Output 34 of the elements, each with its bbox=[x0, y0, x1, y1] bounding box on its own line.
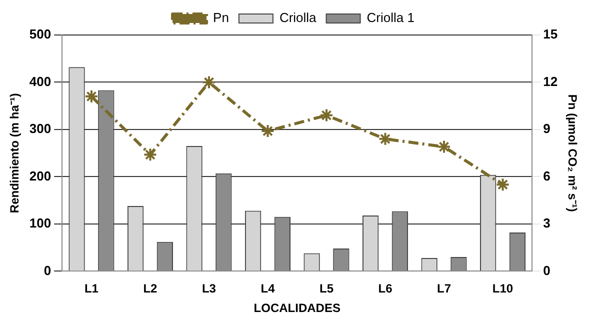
point bbox=[319, 108, 334, 122]
x-tick-label: L5 bbox=[319, 282, 334, 296]
legend-label: Pn bbox=[213, 10, 229, 26]
y-tick-label: 100 bbox=[29, 216, 52, 231]
y-tick-label: 0 bbox=[44, 262, 52, 278]
y-axis-title: Rendimiento (m ha⁻¹) bbox=[8, 93, 22, 214]
x-tick-label: L1 bbox=[84, 282, 99, 296]
y-tick-label: 500 bbox=[29, 26, 52, 42]
x-tick-label: L10 bbox=[492, 282, 514, 296]
x-axis-title: LOCALIDADES bbox=[254, 301, 340, 316]
point bbox=[84, 89, 98, 104]
y2-tick-label: 12 bbox=[543, 74, 558, 89]
y2-tick-label: 0 bbox=[543, 262, 550, 278]
y2-tick-label: 15 bbox=[543, 26, 558, 42]
point bbox=[378, 132, 392, 146]
y2-tick-label: 6 bbox=[543, 168, 550, 184]
point bbox=[143, 148, 158, 162]
x-tick-label: L2 bbox=[143, 282, 158, 296]
y-tick-label: 400 bbox=[29, 74, 52, 89]
point bbox=[437, 140, 452, 154]
x-tick-label: L3 bbox=[202, 282, 216, 296]
point bbox=[260, 124, 275, 138]
point bbox=[202, 75, 216, 90]
legend-label: Criolla 1 bbox=[366, 10, 414, 26]
y-tick-label: 200 bbox=[29, 168, 52, 184]
x-tick-label: L7 bbox=[437, 282, 452, 296]
y2-tick-label: 9 bbox=[543, 121, 550, 136]
y-tick-label: 300 bbox=[29, 121, 52, 136]
y2-tick-label: 3 bbox=[543, 216, 550, 231]
x-tick-label: L4 bbox=[260, 282, 276, 296]
point bbox=[496, 178, 510, 192]
legend-label: Criolla bbox=[279, 10, 318, 26]
y2-axis-title: Pn (µmol CO₂ m² s⁻¹) bbox=[565, 94, 580, 212]
x-tick-label: L6 bbox=[378, 282, 393, 296]
